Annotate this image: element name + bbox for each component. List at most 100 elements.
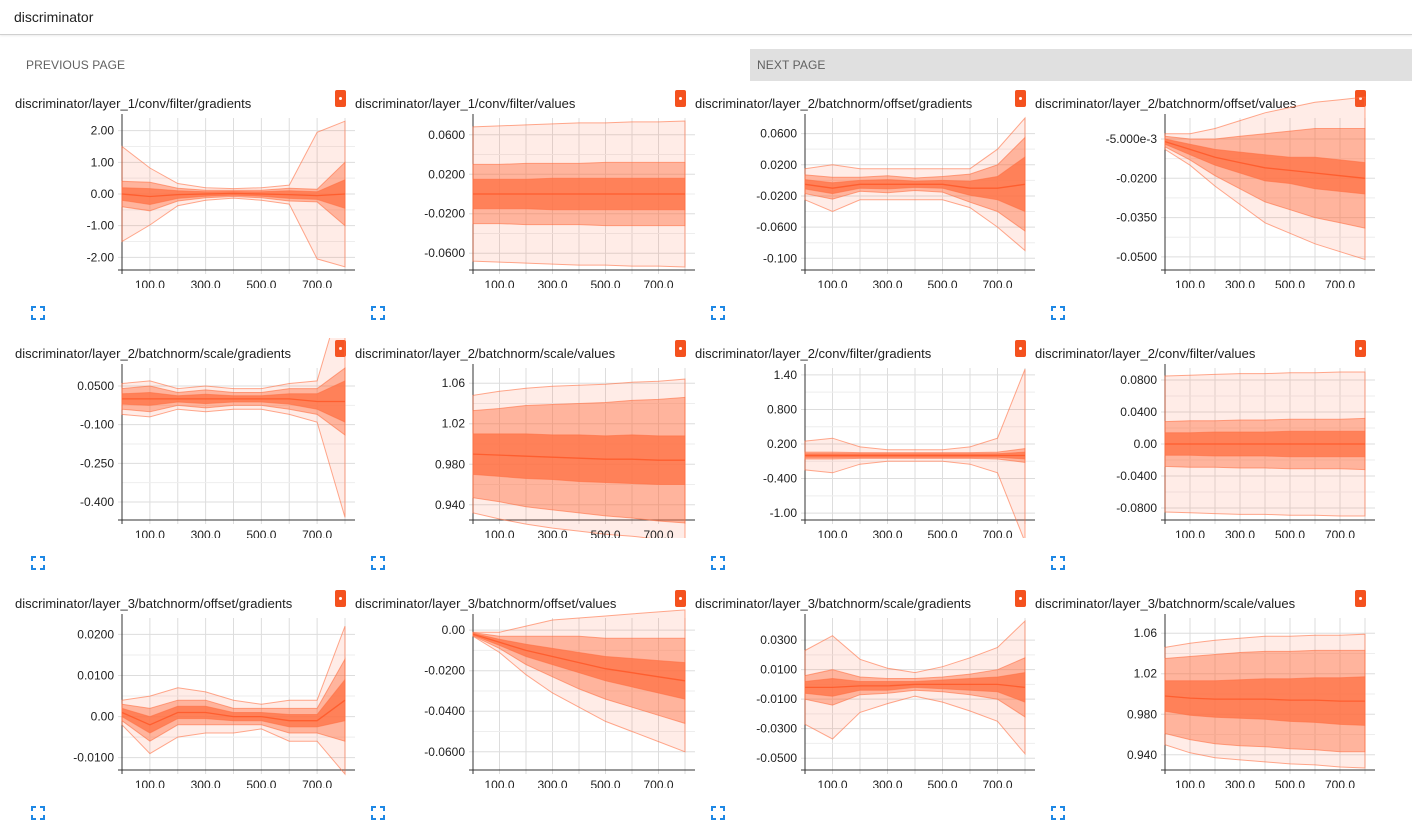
x-tick-label: 300.0 (872, 528, 902, 538)
distribution-band (121, 678, 346, 734)
y-tick-label: 0.980 (1127, 707, 1157, 721)
y-tick-label: 0.0800 (1120, 373, 1157, 387)
y-tick-label: 0.800 (767, 402, 797, 416)
next-page-button[interactable]: NEXT PAGE (750, 49, 1412, 81)
run-color-badge[interactable] (1355, 340, 1366, 357)
x-tick-label: 700.0 (982, 778, 1012, 788)
expand-icon[interactable] (711, 306, 725, 320)
x-tick-label: 100.0 (1175, 528, 1205, 538)
y-tick-label: -0.0350 (1116, 211, 1157, 225)
median-line (472, 633, 686, 682)
x-tick-label: 300.0 (537, 278, 567, 288)
area-chart: 1.06 1.02 0.980 0.940 100.0 300.0 500.0 700.0 (435, 364, 695, 538)
x-tick-label: 300.0 (537, 528, 567, 538)
y-tick-label: -0.0300 (756, 722, 797, 736)
x-tick-label: 300.0 (1225, 278, 1255, 288)
median-line (804, 183, 1026, 189)
x-tick-label: 700.0 (643, 528, 673, 538)
x-tick-label: 700.0 (302, 778, 332, 788)
expand-icon[interactable] (711, 556, 725, 570)
run-color-badge[interactable] (335, 590, 346, 607)
histogram-card: discriminator/layer_2/batchnorm/offset/g… (695, 88, 1035, 338)
expand-icon[interactable] (371, 306, 385, 320)
y-tick-label: -0.0200 (1116, 171, 1157, 185)
expand-icon[interactable] (1051, 306, 1065, 320)
y-tick-label: -0.0200 (756, 189, 797, 203)
x-tick-label: 100.0 (817, 528, 847, 538)
run-color-badge[interactable] (335, 90, 346, 107)
y-tick-label: 1.02 (442, 417, 466, 431)
x-tick-label: 500.0 (590, 278, 620, 288)
x-tick-label: 700.0 (982, 528, 1012, 538)
area-chart: 0.0800 0.0400 0.00 -0.0400 -0.0800 100.0 300.0… (1116, 364, 1375, 538)
area-chart: 0.0500 -0.100 -0.250 -0.400 100.0 300.0 500.0 7… (77, 338, 355, 538)
histogram-card: discriminator/layer_1/conv/filter/gradie… (15, 88, 355, 338)
x-tick-label: 500.0 (590, 778, 620, 788)
x-tick-label: 300.0 (1225, 778, 1255, 788)
x-tick-label: 700.0 (1325, 778, 1355, 788)
distribution-band (1164, 676, 1366, 726)
run-color-badge[interactable] (335, 340, 346, 357)
x-tick-label: 500.0 (927, 278, 957, 288)
x-tick-label: 100.0 (1175, 778, 1205, 788)
run-color-badge[interactable] (1355, 90, 1366, 107)
run-color-badge[interactable] (1355, 590, 1366, 607)
run-color-badge[interactable] (1015, 340, 1026, 357)
y-tick-label: -0.400 (80, 495, 114, 509)
y-tick-label: -1.00 (770, 506, 798, 520)
x-tick-label: 300.0 (872, 778, 902, 788)
chart-title: discriminator/layer_3/batchnorm/scale/gr… (695, 596, 972, 611)
x-tick-label: 100.0 (484, 528, 514, 538)
expand-icon[interactable] (1051, 806, 1065, 820)
run-color-badge[interactable] (675, 340, 686, 357)
median-line (472, 453, 685, 461)
area-chart: 2.00 1.00 0.00 -1.00 -2.00 100.0 300.0 500.0 700… (87, 114, 355, 288)
x-tick-label: 100.0 (817, 778, 847, 788)
y-tick-label: -0.0600 (756, 220, 797, 234)
y-tick-label: -0.0500 (756, 751, 797, 765)
area-chart: 1.06 1.02 0.980 0.940 100.0 300.0 500.0 700.0 (1127, 614, 1375, 788)
distribution-band (804, 672, 1026, 703)
histogram-card: discriminator/layer_1/conv/filter/values… (355, 88, 695, 338)
y-tick-label: 0.200 (767, 437, 797, 451)
run-color-badge[interactable] (675, 590, 686, 607)
header-bar: discriminator (0, 0, 1412, 35)
grid-lines (118, 618, 355, 774)
expand-icon[interactable] (711, 806, 725, 820)
median-line (122, 398, 345, 403)
y-tick-label: -0.0200 (424, 207, 465, 221)
y-tick-label: 0.0400 (1120, 405, 1157, 419)
x-tick-label: 500.0 (246, 278, 276, 288)
y-tick-label: -0.0600 (424, 745, 465, 759)
y-tick-label: -0.100 (80, 418, 114, 432)
expand-icon[interactable] (1051, 556, 1065, 570)
run-color-badge[interactable] (1015, 90, 1026, 107)
previous-page-button[interactable]: PREVIOUS PAGE (26, 58, 126, 72)
histogram-card: discriminator/layer_2/batchnorm/scale/va… (355, 338, 695, 588)
y-tick-label: 0.0600 (760, 127, 797, 141)
x-tick-label: 300.0 (191, 778, 221, 788)
x-tick-label: 500.0 (1275, 278, 1305, 288)
y-tick-label: -0.0200 (424, 664, 465, 678)
x-tick-label: 100.0 (135, 778, 165, 788)
run-color-badge[interactable] (675, 90, 686, 107)
area-chart: -5.000e-3 -0.0200 -0.0350 -0.0500 100.0 300.0… (1106, 96, 1375, 288)
y-tick-label: 1.40 (774, 368, 798, 382)
x-tick-label: 700.0 (302, 528, 332, 538)
area-chart: 0.0600 0.0200 -0.0200 -0.0600 -0.100 100.0 300… (756, 114, 1035, 288)
y-tick-label: 0.940 (435, 498, 465, 512)
chart-title: discriminator/layer_2/batchnorm/scale/va… (355, 346, 616, 361)
expand-icon[interactable] (31, 556, 45, 570)
expand-icon[interactable] (31, 306, 45, 320)
x-tick-label: 300.0 (872, 278, 902, 288)
x-tick-label: 100.0 (484, 278, 514, 288)
run-color-badge[interactable] (1015, 590, 1026, 607)
y-tick-label: 1.06 (442, 376, 466, 390)
x-tick-label: 100.0 (135, 278, 165, 288)
area-chart: 0.0200 0.0100 0.00 -0.0100 100.0 300.0 500.0 70… (73, 614, 355, 788)
expand-icon[interactable] (371, 556, 385, 570)
y-tick-label: 0.0200 (77, 627, 114, 641)
expand-icon[interactable] (371, 806, 385, 820)
expand-icon[interactable] (31, 806, 45, 820)
chart-title: discriminator/layer_2/batchnorm/offset/g… (695, 96, 973, 111)
